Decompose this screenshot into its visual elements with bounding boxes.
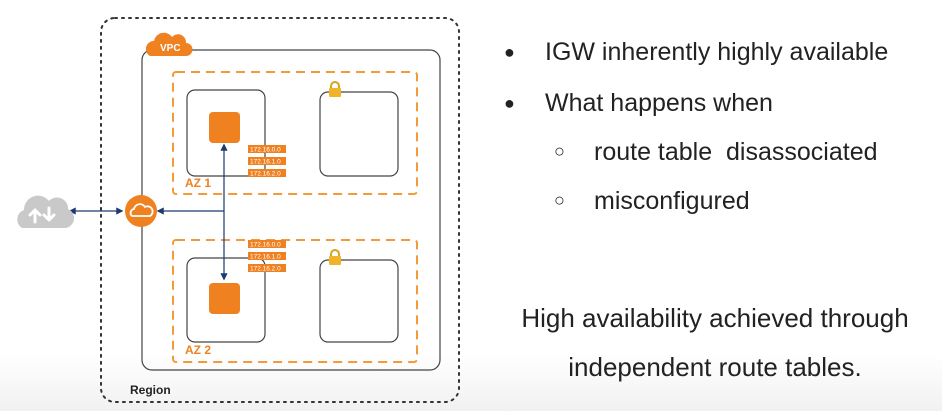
route-table-az1: 172.16.0.0 172.16.1.0 172.16.2.0 (248, 145, 286, 178)
instance-icon (209, 283, 240, 314)
summary-line-1: High availability achieved through (521, 303, 909, 333)
igw-icon (125, 195, 157, 227)
bullet-mark: ● (504, 42, 515, 62)
bullet-mark: ○ (554, 190, 565, 210)
bullet-text: What happens when (545, 89, 773, 117)
route-entry: 172.16.1.0 (250, 254, 281, 261)
az1-boundary (172, 71, 418, 195)
instance-icon (209, 112, 240, 143)
region-label: Region (130, 383, 171, 397)
az1-private-subnet (319, 91, 399, 177)
bullet-text: IGW inherently highly available (545, 38, 889, 66)
route-entry: 172.16.2.0 (250, 266, 281, 273)
route-entry: 172.16.1.0 (250, 159, 281, 166)
bullet-text: route table disassociated (594, 138, 878, 166)
az2-label: AZ 2 (185, 343, 211, 357)
bullet-mark: ○ (554, 141, 565, 161)
route-entry: 172.16.0.0 (250, 147, 281, 154)
route-table-az2: 172.16.0.0 172.16.1.0 172.16.2.0 (248, 240, 286, 273)
vpc-label: VPC (160, 43, 181, 54)
summary-line-2: independent route tables. (568, 352, 862, 382)
az2-private-subnet (319, 259, 399, 343)
vpc-badge: VPC (145, 32, 193, 57)
az2-boundary (172, 239, 418, 363)
bullet-text: misconfigured (594, 187, 750, 215)
route-entry: 172.16.2.0 (250, 171, 281, 178)
bullet-mark: ● (504, 93, 515, 113)
internet-cloud-icon (17, 195, 75, 228)
az1-label: AZ 1 (185, 176, 211, 190)
lock-icon (329, 81, 341, 97)
route-entry: 172.16.0.0 (250, 242, 281, 249)
lock-icon (329, 249, 341, 265)
